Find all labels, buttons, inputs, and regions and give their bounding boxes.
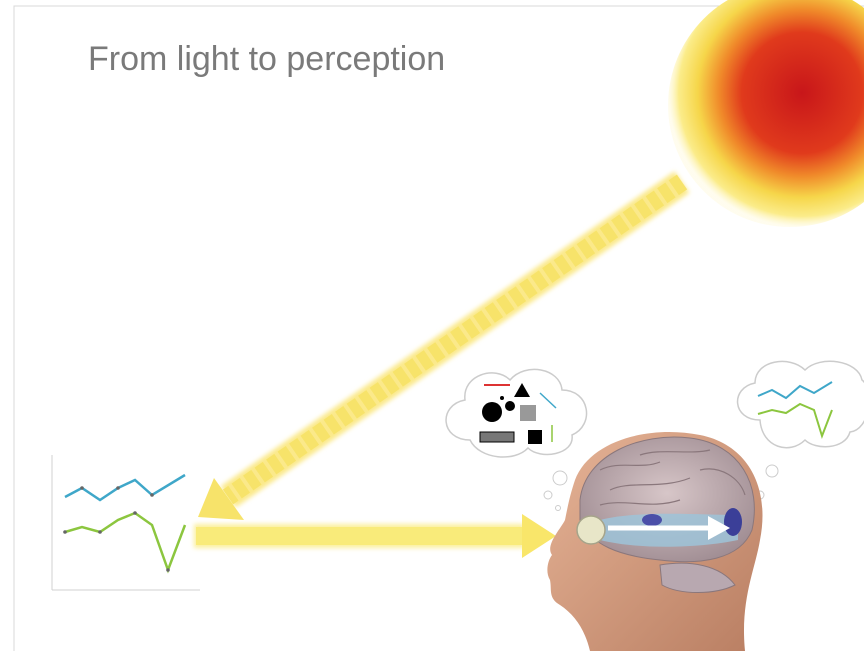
slide-title: From light to perception [88, 40, 445, 78]
page: From light to perception [0, 0, 864, 651]
slide: From light to perception [0, 0, 864, 651]
